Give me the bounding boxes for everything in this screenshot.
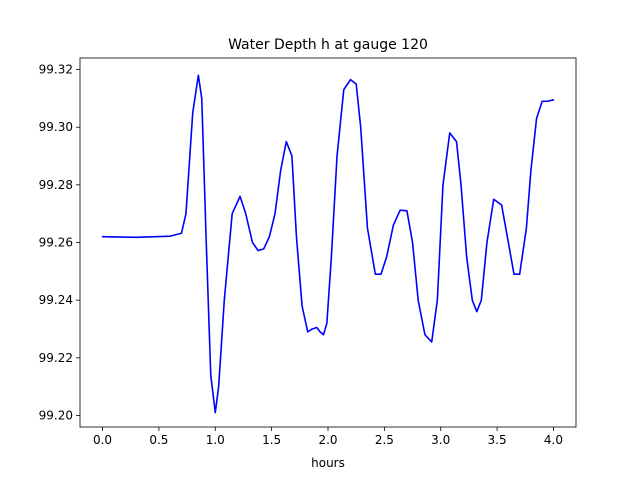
y-tick-label: 99.28	[39, 178, 73, 192]
x-tick-label: 0.5	[149, 433, 168, 447]
x-axis-label: hours	[311, 456, 345, 470]
x-tick-label: 2.0	[318, 433, 337, 447]
series-line-0	[101, 74, 555, 414]
y-tick-label: 99.20	[39, 408, 73, 422]
x-tick-label: 4.0	[544, 433, 563, 447]
y-tick-label: 99.22	[39, 351, 73, 365]
y-tick-label: 99.30	[39, 120, 73, 134]
x-tick-label: 1.5	[262, 433, 281, 447]
y-tick-label: 99.24	[39, 293, 73, 307]
x-tick-label: 3.0	[431, 433, 450, 447]
x-tick-label: 1.0	[206, 433, 225, 447]
plot-area: 0.0 0.5 1.0 1.5 2.0 2.5 3.0 3.5 4.0 99.20 99.22 99.…	[39, 57, 577, 447]
y-tick-label: 99.32	[39, 63, 73, 77]
y-tick-label: 99.26	[39, 236, 73, 250]
x-tick-label: 0.0	[93, 433, 112, 447]
chart-title: Water Depth h at gauge 120	[228, 37, 428, 53]
x-tick-label: 3.5	[488, 433, 507, 447]
x-tick-label: 2.5	[375, 433, 394, 447]
